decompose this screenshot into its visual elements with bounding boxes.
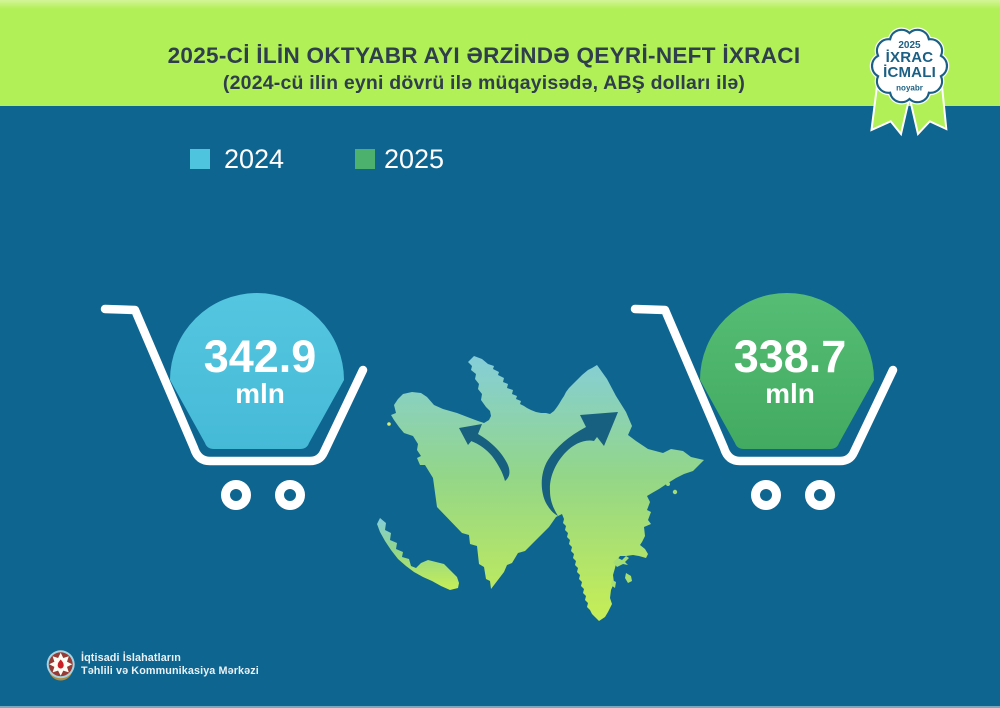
svg-text:İXRAC: İXRAC bbox=[886, 49, 934, 66]
svg-text:noyabr: noyabr bbox=[896, 84, 923, 93]
svg-text:İCMALI: İCMALI bbox=[883, 64, 936, 81]
svg-text:2025: 2025 bbox=[898, 40, 921, 51]
